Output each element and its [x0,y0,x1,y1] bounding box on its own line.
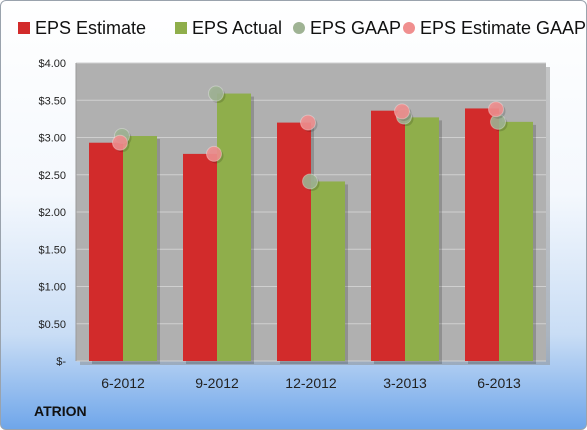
bar-eps-actual [311,181,345,361]
bar-eps-estimate [371,110,405,362]
legend-label-eps-estimate: EPS Estimate [35,18,147,38]
bar-eps-estimate [465,108,499,361]
dot-eps-gaap [208,85,224,102]
y-tick-label: $3.00 [38,133,66,145]
x-tick-label: 12-2012 [285,375,337,391]
y-tick-label: $3.50 [38,95,66,107]
y-tick-label: $2.50 [38,170,66,182]
x-tick-label: 3-2013 [383,375,427,391]
x-tick-label: 9-2012 [195,375,239,391]
bar-eps-actual [405,117,439,361]
y-tick-label: $4.00 [38,58,66,70]
x-tick-label: 6-2012 [101,375,145,391]
y-tick-label: $0.50 [38,319,66,331]
bar-eps-estimate [277,122,311,361]
y-tick-label: $- [56,356,66,368]
y-tick-label: $1.50 [38,244,66,256]
legend-swatch-eps-estimate-gaap [403,22,415,34]
legend-swatch-eps-actual [175,22,187,34]
legend-swatch-eps-gaap [293,22,305,34]
dot-eps-estimate-gaap [112,134,128,151]
y-tick-label: $2.00 [38,207,66,219]
legend-label-eps-estimate-gaap: EPS Estimate GAAP [420,18,587,38]
legend-label-eps-actual: EPS Actual [192,18,283,38]
bar-eps-actual [499,121,533,361]
legend-swatch-eps-estimate [18,22,30,34]
dot-eps-estimate-gaap [300,114,316,131]
legend-label-eps-gaap: EPS GAAP [310,18,402,38]
dot-eps-estimate-gaap [394,103,410,120]
bar-eps-actual [217,93,251,362]
y-tick-label: $1.00 [38,282,66,294]
legend: EPS Estimate EPS Actual EPS GAAP EPS Est… [1,13,587,43]
dot-eps-estimate-gaap [206,145,222,162]
dot-eps-gaap [302,173,318,190]
bar-eps-estimate [183,153,217,361]
x-tick-label: 6-2013 [477,375,521,391]
bar-eps-actual [123,136,157,361]
company-name: ATRION [34,403,87,419]
bar-eps-estimate [89,142,123,361]
dot-eps-estimate-gaap [488,101,504,118]
